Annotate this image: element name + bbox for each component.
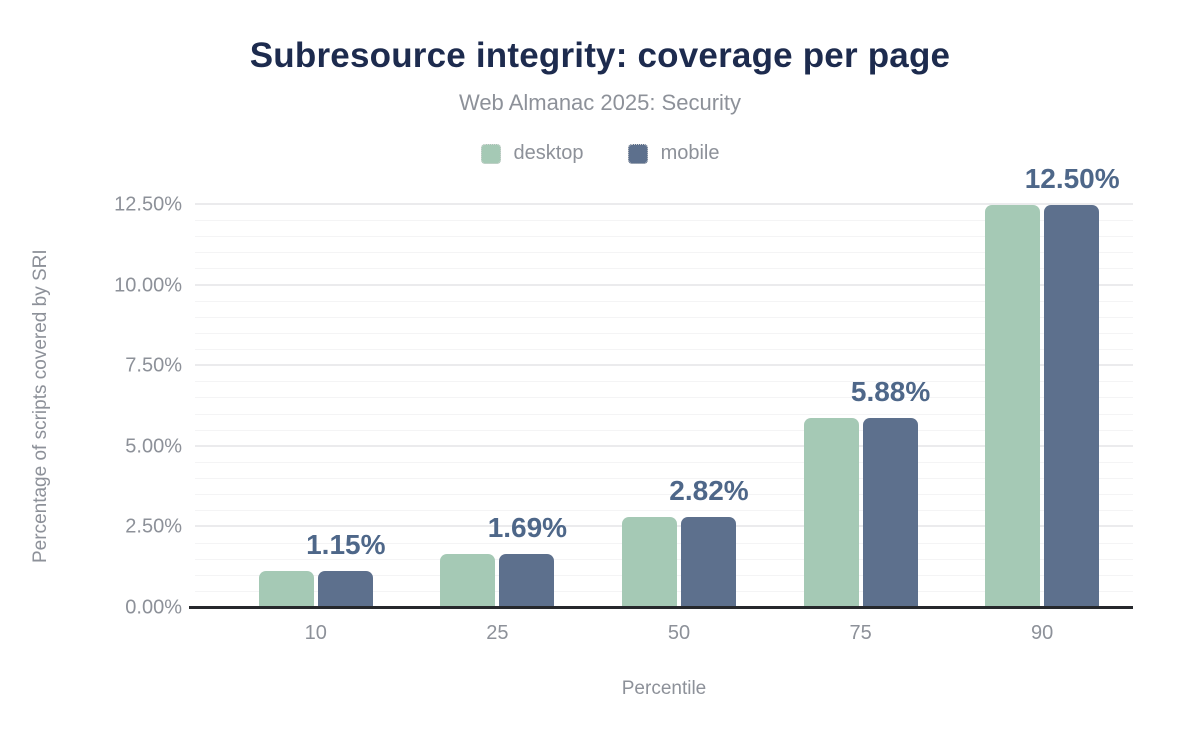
mobile-bar[interactable] [862,418,918,608]
x-tick-label: 90 [1031,622,1054,644]
chart-subtitle: Web Almanac 2025: Security [458,90,742,115]
x-tick-label: 10 [304,622,327,644]
desktop-bar[interactable] [803,418,859,608]
chart-title: Subresource integrity: coverage per page [249,36,951,75]
bar-group-p50: 2.82% 50 [588,205,770,644]
desktop-swatch-icon [480,143,501,164]
mobile-bar[interactable] [317,570,373,608]
data-label: 2.82% [669,475,749,507]
data-label: 1.69% [487,511,568,543]
x-axis-title: Percentile [621,678,707,699]
bar-group-p25: 1.69% 25 [407,205,589,644]
x-tick-label: 50 [667,622,691,644]
y-tick-label: 5.00% [125,435,182,458]
data-label: 5.88% [850,376,931,408]
desktop-bar[interactable] [440,553,496,608]
x-tick-label: 75 [849,622,872,644]
legend-item-mobile[interactable]: mobile [627,142,720,165]
y-axis-tick-labels: 0.00% 2.50% 5.00% 7.50% 10.00% 12.50% [50,194,182,619]
desktop-bar[interactable] [621,517,677,608]
desktop-bar[interactable] [985,205,1041,608]
legend-item-desktop[interactable]: desktop [480,142,584,165]
data-label: 12.50% [1024,163,1120,194]
y-tick-label: 12.50% [114,193,182,216]
plot-area: 0.00% 2.50% 5.00% 7.50% 10.00% 12.50% 1.15% 10… [114,163,1133,644]
desktop-bar[interactable] [258,570,314,608]
y-tick-label: 10.00% [114,274,182,297]
mobile-bar[interactable] [499,553,555,608]
mobile-swatch-icon [627,143,648,164]
x-tick-label: 25 [486,622,509,644]
bar-groups: 1.15% 10 1.69% 25 2.82% 50 5.88% 75 12.50% 90 [195,163,1133,644]
legend-label-mobile: mobile [660,142,720,164]
legend: desktop mobile [0,142,1200,165]
legend-label-desktop: desktop [513,142,584,164]
mobile-bar[interactable] [680,517,736,608]
bar-group-p10: 1.15% 10 [225,205,407,644]
y-tick-label: 7.50% [125,354,182,377]
bar-group-p75: 5.88% 75 [770,205,952,644]
data-label: 1.15% [306,528,386,560]
x-axis-line [189,606,1133,609]
y-tick-label: 0.00% [125,596,182,619]
y-tick-label: 2.50% [125,515,182,538]
bar-group-p90: 12.50% 90 [951,163,1133,644]
mobile-bar[interactable] [1044,205,1100,608]
